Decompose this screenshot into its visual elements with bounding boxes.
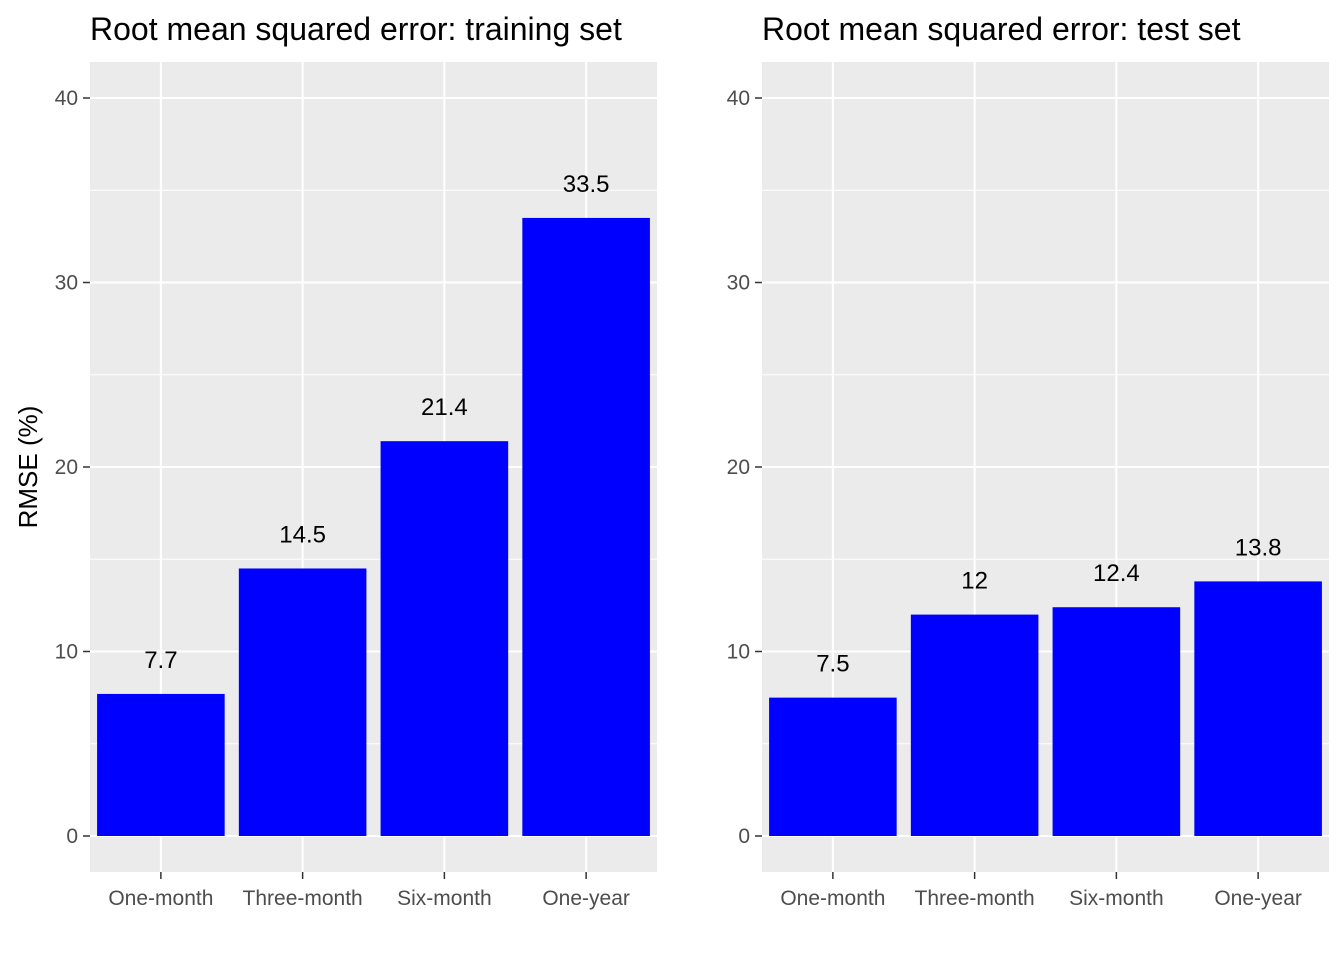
bar-value-label: 12 bbox=[961, 568, 988, 595]
chart-test: Root mean squared error: test set 0 10 20 3… bbox=[727, 11, 1329, 910]
chart-training: Root mean squared error: training set RM… bbox=[13, 11, 657, 910]
y-tick-label: 0 bbox=[738, 825, 750, 848]
bar bbox=[910, 614, 1039, 836]
y-tick-label: 0 bbox=[66, 825, 78, 848]
x-tick-label: Three-month bbox=[243, 887, 363, 910]
x-tick-label: Six-month bbox=[1069, 887, 1164, 910]
bar-value-label: 12.4 bbox=[1093, 560, 1140, 587]
y-tick-label: 30 bbox=[55, 272, 78, 295]
x-tick-label: Three-month bbox=[915, 887, 1035, 910]
plot-panel-training: 0 10 20 30 40 7.7 One-month 14.5 Three-month 21.4… bbox=[55, 62, 657, 910]
y-tick-label: 40 bbox=[727, 87, 750, 110]
y-axis-title: RMSE (%) bbox=[13, 406, 43, 529]
y-tick-label: 20 bbox=[55, 456, 78, 479]
bar bbox=[769, 697, 897, 836]
bar-value-label: 7.5 bbox=[816, 651, 849, 678]
y-tick-label: 20 bbox=[727, 456, 750, 479]
chart-title-test: Root mean squared error: test set bbox=[762, 11, 1241, 47]
bar-value-label: 14.5 bbox=[279, 521, 326, 548]
x-tick-label: One-month bbox=[780, 887, 885, 910]
y-tick-label: 10 bbox=[727, 641, 750, 664]
bar-value-label: 33.5 bbox=[563, 171, 610, 198]
bar bbox=[380, 441, 509, 836]
bar bbox=[1052, 607, 1181, 836]
bar-value-label: 7.7 bbox=[144, 647, 177, 674]
x-tick-label: One-year bbox=[542, 887, 630, 910]
plot-panel-test: 0 10 20 30 40 7.5 One-month 12 Three-month 12.4 Si… bbox=[727, 62, 1329, 910]
bar-value-label: 21.4 bbox=[421, 394, 468, 421]
bar bbox=[97, 693, 225, 836]
y-tick-label: 10 bbox=[55, 641, 78, 664]
y-tick-label: 40 bbox=[55, 87, 78, 110]
chart-title-training: Root mean squared error: training set bbox=[90, 11, 622, 47]
x-tick-label: One-year bbox=[1214, 887, 1302, 910]
x-tick-label: Six-month bbox=[397, 887, 492, 910]
x-tick-label: One-month bbox=[108, 887, 213, 910]
y-tick-label: 30 bbox=[727, 272, 750, 295]
bar bbox=[238, 568, 367, 836]
bar bbox=[1194, 581, 1322, 836]
bar bbox=[522, 217, 650, 837]
bar-value-label: 13.8 bbox=[1235, 534, 1282, 561]
